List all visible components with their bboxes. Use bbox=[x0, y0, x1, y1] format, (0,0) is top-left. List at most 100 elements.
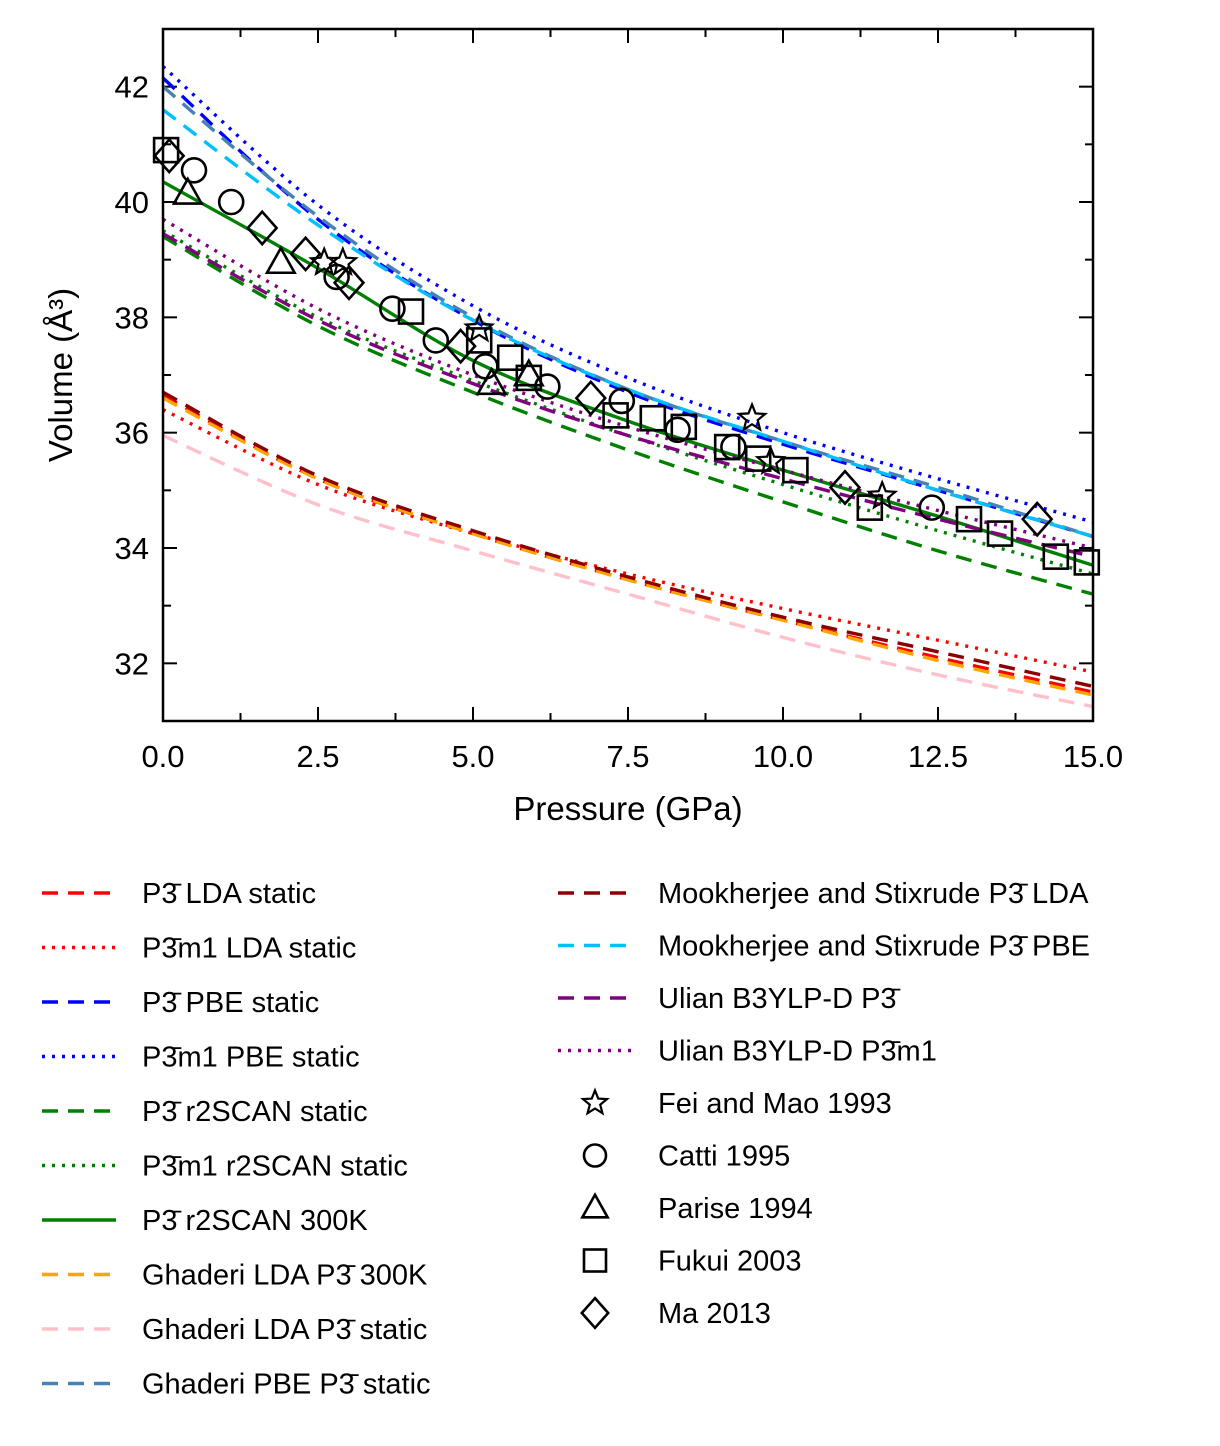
data-point-fukui-2003 bbox=[670, 413, 698, 441]
legend-entry: Mookherjee and Stixrude P3̄ PBE bbox=[558, 931, 1090, 963]
legend-label: Ghaderi LDA P3̄ static bbox=[142, 1314, 427, 1346]
legend-entry: Ghaderi LDA P3̄ 300K bbox=[42, 1260, 428, 1292]
legend-entry: Ghaderi PBE P3̄ static bbox=[42, 1369, 431, 1401]
data-point-fukui-2003 bbox=[713, 433, 741, 461]
data-point-ma-2013 bbox=[828, 469, 862, 506]
data-point-fukui-2003 bbox=[397, 298, 425, 325]
legend-label: Ulian B3YLP-D P3̄ bbox=[658, 983, 901, 1015]
data-point-fukui-2003 bbox=[856, 494, 884, 521]
y-tick-label: 40 bbox=[115, 185, 149, 220]
plot-frame bbox=[161, 27, 1095, 723]
x-tick-label: 5.0 bbox=[451, 739, 494, 774]
data-point-parise-1994 bbox=[475, 366, 508, 396]
legend-label: Catti 1995 bbox=[658, 1141, 790, 1173]
legend-label: P3̄ r2SCAN 300K bbox=[142, 1205, 368, 1237]
legend-label: Fukui 2003 bbox=[658, 1246, 802, 1278]
legend-entry: P3̄m1 PBE static bbox=[42, 1042, 360, 1074]
data-point-catti-1995 bbox=[918, 494, 946, 521]
data-point-fei-and-mao-1993 bbox=[326, 245, 359, 277]
legend-entry: Ma 2013 bbox=[580, 1296, 771, 1330]
legend-label: P3̄m1 LDA static bbox=[142, 933, 356, 965]
y-tick-label: 38 bbox=[115, 300, 149, 335]
data-point-ma-2013 bbox=[444, 328, 477, 365]
series-line-ghaderi-lda-p3-300k bbox=[163, 396, 1093, 697]
x-tick-label: 7.5 bbox=[606, 739, 649, 774]
data-point-parise-1994 bbox=[264, 245, 297, 275]
x-axis-title: Pressure (GPa) bbox=[513, 790, 742, 827]
data-point-catti-1995 bbox=[608, 387, 636, 415]
data-point-fukui-2003 bbox=[782, 456, 809, 484]
legend-label: Mookherjee and Stixrude P3̄ PBE bbox=[658, 931, 1090, 963]
legend-entry: P3̄m1 LDA static bbox=[42, 933, 356, 965]
data-point-ma-2013 bbox=[246, 209, 279, 247]
y-axis-title: Volume (Å³) bbox=[42, 288, 79, 462]
data-point-fukui-2003 bbox=[955, 505, 983, 533]
legend-marker-star bbox=[580, 1087, 610, 1116]
legend-label: P3̄m1 r2SCAN static bbox=[142, 1151, 408, 1183]
tick-labels: 0.0 2.5 5.0 7.5 10.0 12.5 15.0 32 34 36 38 40 42 bbox=[115, 70, 1124, 774]
legend-entry: P3̄ PBE static bbox=[42, 987, 319, 1019]
y-tick-label: 34 bbox=[115, 531, 149, 566]
data-point-catti-1995 bbox=[379, 295, 406, 322]
data-point-ma-2013 bbox=[1021, 501, 1054, 538]
legend-label: P3̄ LDA static bbox=[142, 878, 316, 910]
data-point-catti-1995 bbox=[180, 156, 208, 184]
legend-label: Ulian B3YLP-D P3̄m1 bbox=[658, 1036, 937, 1068]
y-tick-label: 36 bbox=[115, 416, 149, 451]
data-point-parise-1994 bbox=[171, 176, 204, 205]
x-tick-label: 10.0 bbox=[753, 739, 813, 774]
x-tick-label: 15.0 bbox=[1063, 739, 1123, 774]
data-point-fukui-2003 bbox=[744, 445, 772, 472]
data-point-ma-2013 bbox=[574, 379, 607, 417]
series-markers bbox=[152, 136, 1101, 576]
legend-entry: P3̄ LDA static bbox=[42, 878, 316, 910]
legend-label: Ghaderi PBE P3̄ static bbox=[142, 1369, 431, 1401]
legend-entry: Ulian B3YLP-D P3̄m1 bbox=[558, 1036, 937, 1068]
legend-label: Parise 1994 bbox=[658, 1193, 813, 1225]
legend: P3̄ LDA static P3̄m1 LDA static P3̄ PBE st… bbox=[42, 878, 1090, 1401]
series-line-mookherjee-and-stixrude-p3-lda bbox=[163, 390, 1093, 689]
data-point-catti-1995 bbox=[217, 188, 245, 216]
legend-label: P3̄ r2SCAN static bbox=[142, 1096, 368, 1128]
legend-entry: Mookherjee and Stixrude P3̄ LDA bbox=[558, 878, 1089, 910]
data-point-catti-1995 bbox=[534, 373, 561, 400]
data-point-fukui-2003 bbox=[602, 402, 629, 429]
data-point-fukui-2003 bbox=[1042, 543, 1070, 570]
data-point-fei-and-mao-1993 bbox=[463, 312, 496, 343]
legend-label: P3̄m1 PBE static bbox=[142, 1042, 360, 1074]
data-point-catti-1995 bbox=[422, 327, 450, 354]
legend-entry: Catti 1995 bbox=[582, 1141, 790, 1173]
series-line-ghaderi-lda-p3-static bbox=[163, 433, 1093, 709]
legend-entry: Parise 1994 bbox=[580, 1192, 813, 1225]
data-point-fukui-2003 bbox=[639, 404, 667, 432]
legend-marker-circle bbox=[582, 1143, 608, 1168]
data-point-ma-2013 bbox=[153, 137, 186, 175]
series-line-ulian-b3ylp-d-p3 bbox=[163, 232, 1093, 559]
legend-entry: Ghaderi LDA P3̄ static bbox=[42, 1314, 427, 1346]
x-tick-label: 2.5 bbox=[296, 739, 339, 774]
data-point-fukui-2003 bbox=[496, 344, 524, 372]
plot-background bbox=[163, 29, 1093, 721]
legend-entry: Ulian B3YLP-D P3̄ bbox=[558, 983, 901, 1015]
data-point-ma-2013 bbox=[289, 235, 322, 273]
data-point-parise-1994 bbox=[512, 357, 545, 387]
series-line-p3-r2scan-static bbox=[163, 235, 1093, 596]
legend-entry: Fukui 2003 bbox=[582, 1246, 802, 1278]
series-line-p3-m1-lda-static bbox=[163, 408, 1093, 674]
legend-label: Ma 2013 bbox=[658, 1298, 771, 1330]
legend-label: P3̄ PBE static bbox=[142, 987, 319, 1019]
legend-label: Ghaderi LDA P3̄ 300K bbox=[142, 1260, 428, 1292]
legend-marker-diamond bbox=[580, 1296, 610, 1330]
legend-marker-triangle bbox=[580, 1192, 610, 1219]
data-point-fukui-2003 bbox=[465, 327, 493, 354]
legend-entry: P3̄ r2SCAN static bbox=[42, 1096, 368, 1128]
data-point-ma-2013 bbox=[332, 264, 366, 301]
legend-label: Fei and Mao 1993 bbox=[658, 1088, 892, 1120]
series-line-mookherjee-and-stixrude-p3-pbe bbox=[163, 108, 1093, 539]
y-tick-label: 42 bbox=[115, 70, 149, 105]
series-line-p3-m1-pbe-static bbox=[163, 65, 1093, 524]
y-tick-label: 32 bbox=[115, 646, 149, 681]
legend-marker-square bbox=[582, 1248, 608, 1273]
legend-entry: P3̄ r2SCAN 300K bbox=[42, 1205, 368, 1237]
